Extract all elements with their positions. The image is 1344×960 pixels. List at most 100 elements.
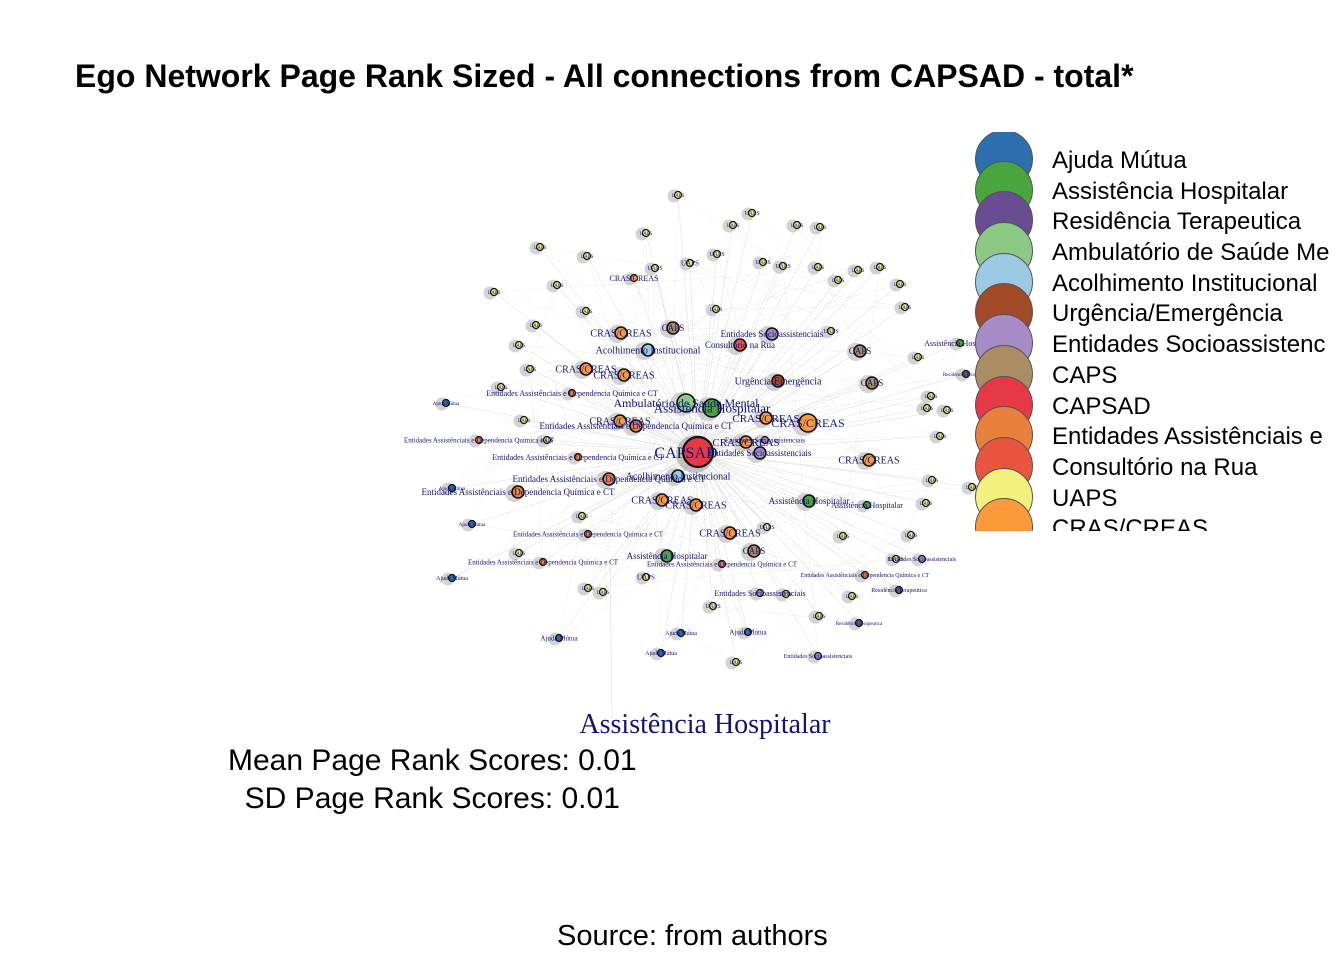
network-edge	[587, 479, 933, 535]
node-label: UAPS	[730, 661, 743, 666]
node-label: Residência Terapeutica	[871, 588, 927, 594]
node-label: CRAS/CREAS	[631, 496, 692, 507]
network-node	[583, 583, 593, 593]
legend-swatch	[975, 498, 1033, 531]
node-label: UAPS	[597, 591, 610, 596]
legend-label: Consultório na Rua	[1052, 453, 1258, 481]
network-node	[671, 469, 685, 483]
network-node	[760, 435, 770, 445]
network-node	[826, 326, 836, 336]
network-node	[685, 258, 695, 268]
network-node	[955, 338, 965, 348]
node-label: CRAS/CREAS	[732, 413, 799, 425]
network-edge	[751, 212, 948, 411]
network-node	[906, 530, 916, 540]
network-edge	[697, 451, 927, 504]
network-node	[865, 376, 879, 390]
node-label: CAPS	[849, 346, 872, 356]
network-node	[641, 343, 655, 357]
network-node	[531, 320, 541, 330]
network-edge	[697, 422, 809, 453]
network-node	[894, 585, 904, 595]
legend-label: UAPS	[1052, 484, 1118, 512]
network-node	[739, 435, 753, 449]
legend-label: Residência Terapeutica	[1052, 208, 1302, 236]
node-label: CRAS/CREAS	[771, 416, 844, 430]
node-label: UAPS	[640, 232, 653, 237]
node-label: UAPS	[709, 252, 724, 258]
node-label: Ajuda Mútua	[436, 576, 468, 582]
network-node	[711, 304, 721, 314]
network-node	[666, 321, 680, 335]
node-label: Entidades Socioassistenciais	[709, 448, 812, 458]
network-edge	[529, 368, 544, 563]
node-label: Entidades Assistênciais e Dependencia Qu…	[468, 558, 619, 566]
node-label: UAPS	[488, 291, 501, 296]
network-node	[467, 519, 477, 529]
legend-label: Entidades Socioassistenc	[1052, 331, 1326, 359]
network-edge	[697, 451, 714, 607]
node-label: UAPS	[524, 368, 537, 373]
network-edge	[697, 333, 773, 453]
network-node	[514, 340, 524, 350]
node-label: UAPS	[874, 266, 887, 271]
network-node	[792, 220, 802, 230]
node-label: UAPS	[744, 211, 759, 217]
node-label: UAPS	[541, 439, 554, 444]
network-edge	[697, 451, 853, 597]
network-node	[895, 279, 905, 289]
network-edge	[697, 451, 755, 552]
legend-label: CRAS/CREAS	[1052, 515, 1209, 531]
node-label: UAPS	[791, 224, 804, 229]
network-node	[926, 391, 936, 401]
network-edge	[451, 417, 767, 579]
network-node	[655, 493, 669, 507]
network-edge	[697, 266, 881, 453]
network-edge	[451, 451, 699, 489]
network-labels: UAPS UAPS UAPS UAPS UAPS UAPS UAPS UAPS UAPS UAPS…	[404, 194, 996, 666]
network-node	[511, 485, 525, 499]
network-edge	[759, 452, 900, 591]
network-node	[860, 570, 870, 580]
network-node	[875, 262, 885, 272]
network-edge	[697, 380, 779, 453]
node-label: UAPS	[551, 284, 564, 289]
network-node	[814, 611, 824, 621]
network-edge	[697, 266, 819, 453]
network-edge	[581, 515, 866, 576]
network-edge	[697, 308, 717, 453]
network-edges	[445, 194, 973, 719]
network-edge	[817, 226, 821, 268]
network-node	[802, 494, 816, 508]
network-edge	[697, 253, 718, 453]
node-label: Entidades Assistênciais e Dependencia Qu…	[540, 421, 733, 431]
network-edge	[558, 395, 932, 639]
node-label: UAPS	[941, 409, 954, 414]
network-edge	[585, 310, 699, 453]
network-edge	[672, 327, 699, 453]
legend-item: UAPS	[975, 467, 1344, 526]
node-label: UAPS	[813, 615, 826, 620]
node-label: Acolhimento Institucional	[626, 472, 731, 483]
network-edge	[697, 451, 860, 624]
network-edge	[689, 262, 919, 358]
legend-item: Urgência/Emergência	[975, 283, 1344, 342]
node-label: UAPS	[921, 407, 934, 412]
network-edge	[697, 451, 933, 481]
network-node	[781, 589, 791, 599]
network-edge	[697, 451, 866, 576]
node-label: Entidades Socioassistenciais	[714, 589, 805, 598]
legend-label: Entidades Assistênciais e	[1052, 423, 1323, 451]
network-node	[552, 280, 562, 290]
network-edge	[493, 291, 941, 437]
network-edge	[451, 333, 773, 489]
legend-label: Acolhimento Institucional	[1052, 269, 1318, 297]
node-label: CAPS	[743, 546, 766, 556]
sd-page-rank: SD Page Rank Scores: 0.01	[244, 782, 620, 815]
network-node	[935, 431, 945, 441]
node-label: Ajuda Mútua	[439, 487, 466, 492]
network-node	[733, 338, 747, 352]
node-label: CRAS/CREAS	[610, 274, 659, 283]
network-edge	[517, 261, 764, 493]
network-edge	[500, 386, 699, 453]
